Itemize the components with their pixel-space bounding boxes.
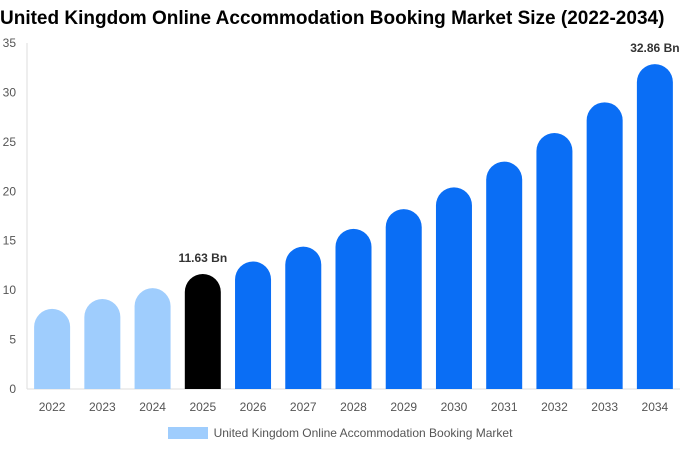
y-tick-label: 25 xyxy=(3,135,17,149)
data-label: 11.63 Bn xyxy=(178,251,227,265)
bar-2025 xyxy=(184,274,221,389)
x-tick-label: 2024 xyxy=(139,400,166,414)
bar-2027 xyxy=(285,246,322,389)
bar-2034 xyxy=(636,64,673,389)
y-tick-label: 30 xyxy=(3,85,17,99)
data-label: 32.86 Bn xyxy=(630,41,679,55)
bar-2029 xyxy=(385,209,422,389)
x-tick-label: 2033 xyxy=(591,400,618,414)
x-tick-label: 2023 xyxy=(89,400,116,414)
bar-2024 xyxy=(134,288,171,389)
y-tick-label: 35 xyxy=(3,36,17,50)
y-tick-label: 0 xyxy=(9,382,16,396)
y-tick-label: 10 xyxy=(3,283,17,297)
x-tick-label: 2031 xyxy=(491,400,518,414)
y-tick-label: 15 xyxy=(3,234,17,248)
x-tick-label: 2026 xyxy=(240,400,267,414)
bar-2028 xyxy=(335,228,372,389)
bar-2022 xyxy=(34,308,71,389)
legend-swatch xyxy=(167,427,208,439)
x-tick-label: 2034 xyxy=(642,400,669,414)
x-tick-label: 2027 xyxy=(290,400,317,414)
x-tick-label: 2028 xyxy=(340,400,367,414)
bar-2026 xyxy=(235,261,272,389)
bar-2031 xyxy=(486,161,523,389)
x-tick-label: 2030 xyxy=(441,400,468,414)
legend-label: United Kingdom Online Accommodation Book… xyxy=(213,426,513,440)
bar-2032 xyxy=(536,132,573,389)
x-tick-label: 2032 xyxy=(541,400,568,414)
y-tick-label: 20 xyxy=(3,184,17,198)
x-tick-label: 2025 xyxy=(189,400,216,414)
x-tick-label: 2022 xyxy=(39,400,66,414)
x-tick-label: 2029 xyxy=(390,400,417,414)
y-tick-label: 5 xyxy=(9,333,16,347)
chart-title: United Kingdom Online Accommodation Book… xyxy=(0,8,665,29)
bar-2030 xyxy=(435,187,472,389)
legend: United Kingdom Online Accommodation Book… xyxy=(0,426,680,440)
bar-2033 xyxy=(586,102,623,390)
bar-2023 xyxy=(84,299,121,389)
